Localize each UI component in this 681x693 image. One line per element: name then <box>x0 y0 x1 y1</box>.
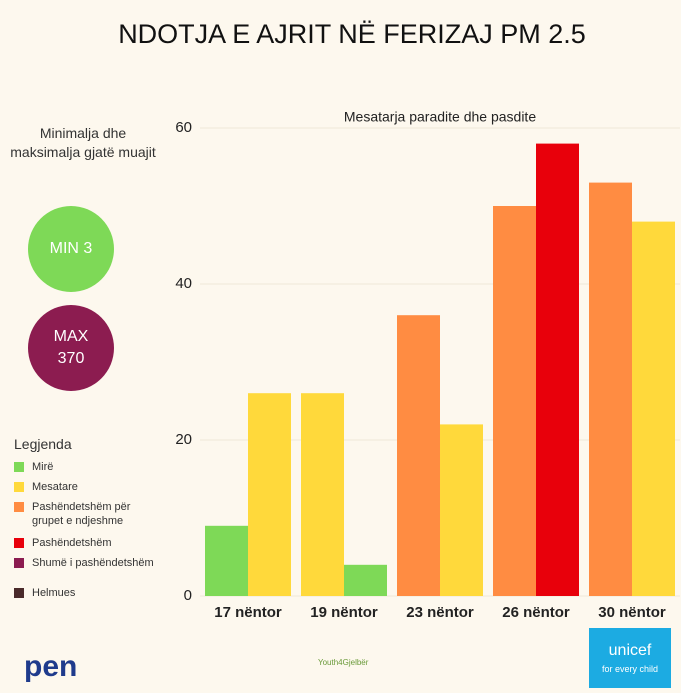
side-title: Minimalja dhe maksimalja gjatë muajit <box>8 124 158 162</box>
y-tick-label: 20 <box>175 431 192 448</box>
title: NDOTJA E AJRIT NË FERIZAJ PM 2.5 <box>118 19 586 49</box>
legend-item: Mirë <box>14 460 164 474</box>
x-tick-label: 23 nëntor <box>406 604 474 621</box>
legend-swatch <box>14 538 24 548</box>
bar <box>493 206 536 596</box>
legend-title: Legjenda <box>14 436 72 452</box>
unicef-name: unicef <box>589 642 671 660</box>
legend-item: Pashëndetshëm për grupet e ndjeshme <box>14 500 164 528</box>
legend-label: Mesatare <box>32 480 78 494</box>
x-tick-label: 19 nëntor <box>310 604 378 621</box>
x-tick-label: 30 nëntor <box>598 604 666 621</box>
unicef-tagline: for every child <box>589 664 671 674</box>
x-tick-label: 17 nëntor <box>214 604 282 621</box>
legend-swatch <box>14 558 24 568</box>
bar <box>205 526 248 596</box>
logo-youth: Youth4Gjelbër <box>318 658 368 667</box>
bar <box>248 393 291 596</box>
page: NDOTJA E AJRIT NË FERIZAJ PM 2.5 Mesatar… <box>0 0 681 693</box>
legend-swatch <box>14 482 24 492</box>
bar <box>632 222 675 596</box>
y-tick-label: 60 <box>175 119 192 136</box>
legend-item: Shumë i pashëndetshëm <box>14 556 164 570</box>
x-tick-label: 26 nëntor <box>502 604 570 621</box>
bar <box>344 565 387 596</box>
subtitle: Mesatarja paradite dhe pasdite <box>344 109 536 125</box>
legend-label: Helmues <box>32 586 75 600</box>
logo-unicef: unicef for every child <box>589 628 671 688</box>
max-badge: MAX 370 <box>28 305 114 391</box>
legend-label: Pashëndetshëm <box>32 536 112 550</box>
legend-label: Pashëndetshëm për grupet e ndjeshme <box>32 500 164 528</box>
bar <box>589 183 632 596</box>
legend-swatch <box>14 502 24 512</box>
y-tick-label: 40 <box>175 275 192 292</box>
legend-item: Mesatare <box>14 480 164 494</box>
legend-label: Shumë i pashëndetshëm <box>32 556 154 570</box>
logo-pen: pen <box>24 650 77 684</box>
legend-item: Helmues <box>14 586 164 600</box>
bar <box>301 393 344 596</box>
bar <box>440 424 483 596</box>
y-tick-label: 0 <box>184 587 192 604</box>
legend-swatch <box>14 462 24 472</box>
bar <box>397 315 440 596</box>
legend-swatch <box>14 588 24 598</box>
legend-label: Mirë <box>32 460 53 474</box>
legend-item: Pashëndetshëm <box>14 536 164 550</box>
min-badge: MIN 3 <box>28 206 114 292</box>
bar <box>536 144 579 596</box>
